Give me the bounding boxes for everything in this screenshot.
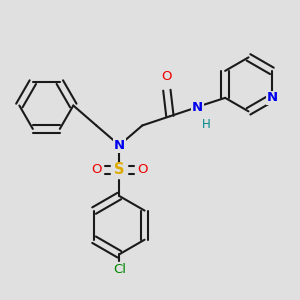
Text: N: N	[114, 139, 125, 152]
Text: O: O	[137, 164, 148, 176]
Text: Cl: Cl	[113, 263, 126, 276]
Text: O: O	[91, 164, 102, 176]
Text: N: N	[266, 92, 278, 104]
Text: H: H	[202, 118, 211, 131]
Text: O: O	[162, 70, 172, 83]
Text: S: S	[114, 162, 124, 177]
Text: N: N	[192, 100, 203, 114]
